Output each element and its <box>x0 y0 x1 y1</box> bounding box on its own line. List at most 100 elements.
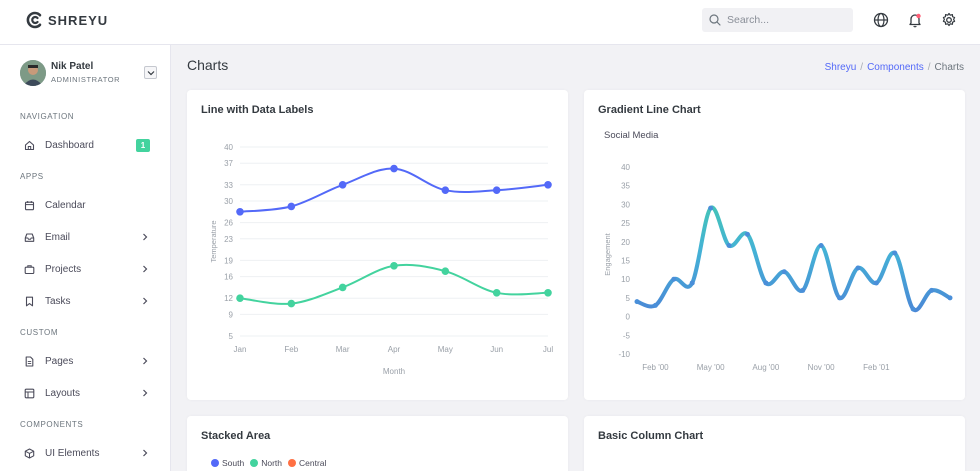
chart-legend: South North Central <box>211 458 332 468</box>
sidebar-item-pages[interactable]: Pages <box>0 350 170 372</box>
data-point <box>671 276 677 282</box>
brand-logo[interactable]: SHREYU <box>26 11 108 29</box>
x-tick-label: Jan <box>234 345 247 354</box>
sidebar-item-email[interactable]: Email <box>0 226 170 248</box>
data-point <box>390 262 398 270</box>
sidebar: Nik Patel ADMINISTRATOR NAVIGATION Dashb… <box>0 45 171 471</box>
section-navigation: NAVIGATION <box>20 112 75 121</box>
data-point <box>390 164 398 173</box>
data-point <box>338 181 347 189</box>
y-tick-label: 40 <box>621 163 630 172</box>
legend-item-south[interactable]: South <box>211 458 244 468</box>
y-tick-label: 30 <box>224 197 233 206</box>
data-point <box>544 181 552 189</box>
data-point <box>708 205 714 211</box>
data-point <box>652 302 658 308</box>
data-point <box>287 202 296 211</box>
sidebar-item-tasks[interactable]: Tasks <box>0 290 170 312</box>
y-tick-label: 23 <box>224 235 233 244</box>
y-tick-label: 40 <box>224 143 233 152</box>
breadcrumb-link-components[interactable]: Components <box>867 62 924 73</box>
y-tick-label: 37 <box>224 159 233 168</box>
data-point <box>492 289 501 297</box>
x-tick-label: Jul <box>543 345 553 354</box>
user-name: Nik Patel <box>51 61 94 72</box>
data-point <box>837 295 843 301</box>
x-tick-label: May '00 <box>697 363 725 372</box>
user-menu-toggle[interactable] <box>144 66 157 79</box>
globe-icon[interactable] <box>873 12 889 28</box>
gradient-line-chart: Social Media -10 -5 0 5 10 15 20 25 30 35 40 Feb '00… <box>603 130 953 372</box>
x-tick-label: Feb '01 <box>863 363 890 372</box>
sidebar-item-label: Calendar <box>45 199 86 211</box>
page-title: Charts <box>187 57 229 73</box>
data-point <box>236 294 244 302</box>
layout-icon <box>24 388 35 399</box>
sidebar-item-calendar[interactable]: Calendar <box>0 194 170 216</box>
briefcase-icon <box>24 264 35 275</box>
bell-icon[interactable] <box>907 12 923 28</box>
logo-icon <box>26 11 42 29</box>
legend-item-north[interactable]: North <box>250 458 282 468</box>
sidebar-item-label: UI Elements <box>45 447 100 459</box>
data-point <box>544 289 552 297</box>
card-line-data-labels: Line with Data Labels 5 9 12 16 19 23 26 30 33 37… <box>187 90 568 400</box>
topbar: SHREYU <box>0 0 980 45</box>
sidebar-item-label: Email <box>45 231 71 243</box>
chevron-down-icon <box>147 70 154 75</box>
data-point <box>441 267 450 275</box>
card-title: Basic Column Chart <box>598 430 704 442</box>
card-title: Line with Data Labels <box>201 104 314 116</box>
chart-title: Social Media <box>604 130 659 141</box>
gear-icon[interactable] <box>941 12 957 28</box>
y-tick-label: 10 <box>621 275 630 284</box>
data-point <box>873 280 879 286</box>
data-point <box>892 250 898 256</box>
section-apps: APPS <box>20 172 44 181</box>
y-axis-label: Engagement <box>603 232 612 275</box>
bookmark-icon <box>24 296 35 307</box>
x-axis-label: Month <box>383 367 405 376</box>
avatar[interactable] <box>20 60 46 86</box>
y-tick-label: 5 <box>626 294 631 303</box>
x-tick-label: Apr <box>388 345 401 354</box>
data-point <box>818 243 824 249</box>
legend-item-central[interactable]: Central <box>288 458 326 468</box>
card-title: Gradient Line Chart <box>598 104 701 116</box>
sidebar-item-projects[interactable]: Projects <box>0 258 170 280</box>
data-point <box>338 283 347 292</box>
breadcrumb-separator: / <box>927 62 931 73</box>
breadcrumb-link-shreyu[interactable]: Shreyu <box>824 62 857 73</box>
x-tick-label: Jun <box>490 345 503 354</box>
chevron-right-icon <box>143 357 148 365</box>
notification-badge: 1 <box>136 139 150 152</box>
y-tick-label: 5 <box>229 332 234 341</box>
chevron-right-icon <box>143 449 148 457</box>
home-icon <box>24 140 35 151</box>
y-tick-label: 15 <box>621 257 630 266</box>
breadcrumb-separator: / <box>860 62 864 73</box>
search-box[interactable] <box>702 8 853 32</box>
y-tick-label: 33 <box>224 181 233 190</box>
search-input[interactable] <box>727 14 842 26</box>
sidebar-item-dashboard[interactable]: Dashboard 1 <box>0 134 170 156</box>
data-point <box>441 186 450 194</box>
y-tick-label: 12 <box>224 294 233 303</box>
data-point <box>492 186 501 194</box>
sidebar-item-layouts[interactable]: Layouts <box>0 382 170 404</box>
data-point <box>781 269 787 275</box>
card-basic-column: Basic Column Chart <box>584 416 965 471</box>
y-tick-label: -10 <box>618 350 630 359</box>
sidebar-item-label: Dashboard <box>45 139 94 151</box>
package-icon <box>24 447 35 459</box>
sidebar-item-ui-elements[interactable]: UI Elements <box>0 442 170 464</box>
sidebar-item-label: Projects <box>45 263 82 275</box>
calendar-icon <box>24 200 35 211</box>
card-title: Stacked Area <box>201 430 271 442</box>
x-tick-label: Mar <box>336 345 350 354</box>
sidebar-item-label: Pages <box>45 355 74 367</box>
y-axis-label: Temperature <box>209 220 218 262</box>
x-tick-label: May <box>438 345 453 354</box>
y-tick-label: 0 <box>626 313 631 322</box>
y-tick-label: 25 <box>621 219 630 228</box>
